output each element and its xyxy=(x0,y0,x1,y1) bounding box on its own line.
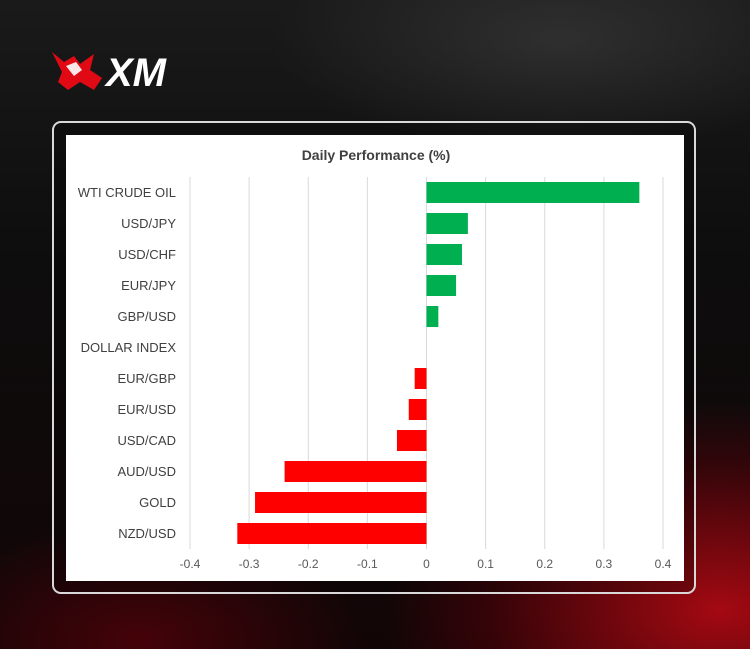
category-label: GBP/USD xyxy=(117,309,176,324)
bar-usd-jpy xyxy=(426,213,468,234)
bar-usd-cad xyxy=(396,430,427,451)
x-tick-label: -0.4 xyxy=(180,557,201,571)
bar-eur-gbp xyxy=(414,368,427,389)
bar-gold xyxy=(255,492,427,513)
category-label: USD/CHF xyxy=(118,247,176,262)
category-label: NZD/USD xyxy=(118,526,176,541)
category-label: WTI CRUDE OIL xyxy=(78,185,176,200)
bar-aud-usd xyxy=(284,461,427,482)
x-tick-label: -0.2 xyxy=(298,557,319,571)
category-label: USD/CAD xyxy=(117,433,176,448)
x-tick-label: 0 xyxy=(423,557,430,571)
xm-logo: XM xyxy=(52,51,168,94)
x-tick-label: -0.3 xyxy=(239,557,260,571)
category-label: EUR/GBP xyxy=(117,371,176,386)
x-tick-label: -0.1 xyxy=(357,557,378,571)
category-label: EUR/USD xyxy=(117,402,176,417)
x-tick-label: 0.3 xyxy=(596,557,613,571)
chart-title: Daily Performance (%) xyxy=(302,147,451,163)
bar-eur-jpy xyxy=(426,275,457,296)
category-label: AUD/USD xyxy=(117,464,176,479)
category-label: USD/JPY xyxy=(121,216,176,231)
category-label: EUR/JPY xyxy=(121,278,176,293)
bar-nzd-usd xyxy=(237,523,427,544)
bar-chart: Daily Performance (%) WTI CRUDE OIL USD/J… xyxy=(78,147,672,571)
category-label: DOLLAR INDEX xyxy=(81,340,177,355)
bar-usd-chf xyxy=(426,244,462,265)
bar-wti-crude-oil xyxy=(426,182,640,203)
category-label: GOLD xyxy=(139,495,176,510)
x-tick-label: 0.1 xyxy=(477,557,494,571)
chart-area: Daily Performance (%) WTI CRUDE OIL USD/J… xyxy=(66,135,684,581)
bar-eur-usd xyxy=(408,399,427,420)
bar-gbp-usd xyxy=(426,306,439,327)
x-tick-label: 0.2 xyxy=(536,557,553,571)
x-tick-label: 0.4 xyxy=(655,557,672,571)
xm-wordmark: XM xyxy=(104,51,168,94)
